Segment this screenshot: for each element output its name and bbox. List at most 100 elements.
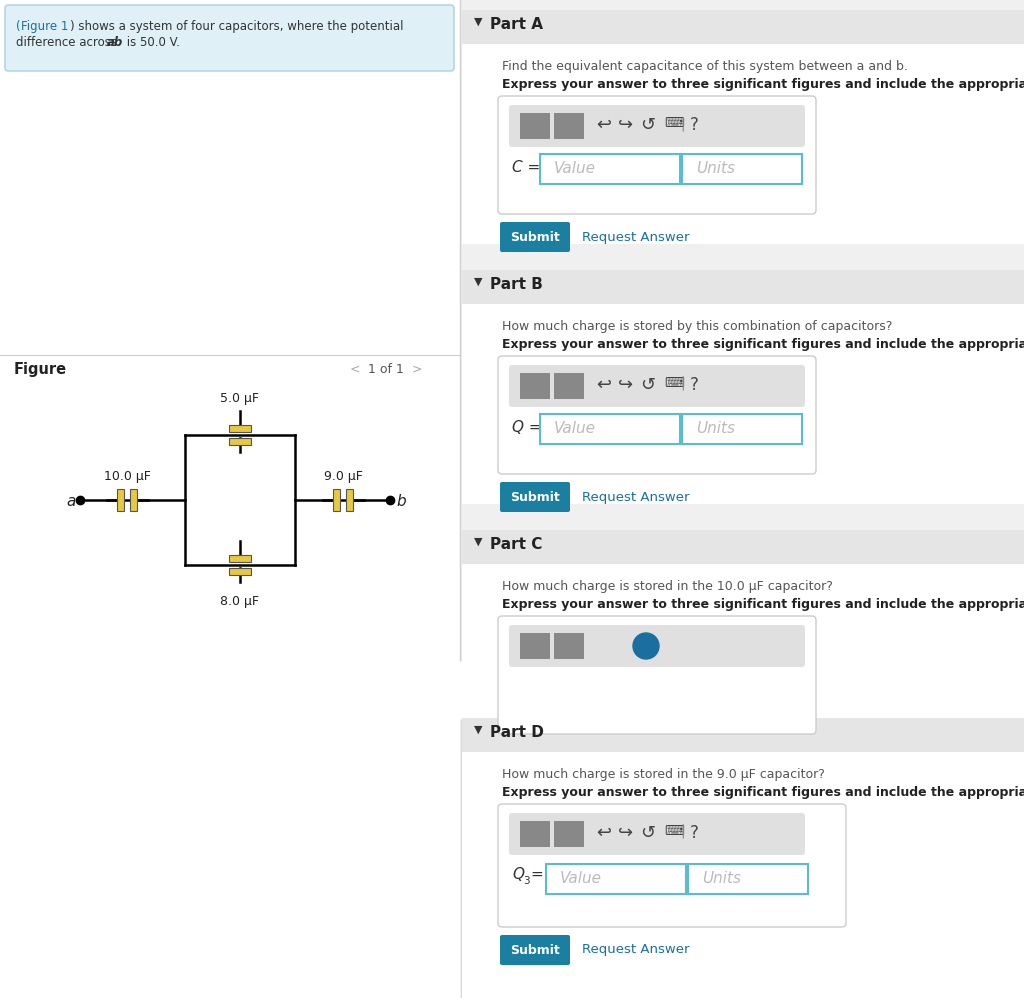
Bar (554, 113, 584, 139)
Text: Express your answer to three significant figures and include the appropriate uni: Express your answer to three significant… (502, 78, 1024, 91)
Bar (229, 438, 251, 445)
Text: Units: Units (696, 421, 735, 436)
Text: Value: Value (554, 161, 596, 176)
Text: >: > (412, 363, 423, 376)
Text: Express your answer to three significant figures and include the appropriate uni: Express your answer to three significant… (502, 598, 1024, 611)
Text: Part C: Part C (490, 537, 543, 552)
Text: ▼: ▼ (474, 17, 482, 27)
Bar (229, 568, 251, 575)
Bar (520, 113, 550, 139)
Bar (520, 633, 550, 659)
Text: =: = (530, 867, 543, 882)
Bar (462, 270, 1024, 304)
Bar (460, 0, 1024, 998)
Circle shape (633, 633, 659, 659)
Text: <: < (350, 363, 360, 376)
Bar (540, 414, 680, 444)
Text: Express your answer to three significant figures and include the appropriate uni: Express your answer to three significant… (502, 338, 1024, 351)
FancyBboxPatch shape (500, 935, 570, 965)
Text: ↩: ↩ (596, 824, 611, 842)
FancyBboxPatch shape (509, 813, 805, 855)
Bar (130, 489, 137, 511)
FancyBboxPatch shape (498, 616, 816, 734)
Text: Submit: Submit (510, 231, 560, 244)
Bar (540, 154, 680, 184)
Bar (0, 0, 460, 998)
Bar (520, 373, 550, 399)
Text: ▼: ▼ (474, 725, 482, 735)
Text: ⌨: ⌨ (664, 376, 684, 390)
FancyBboxPatch shape (498, 804, 846, 927)
Text: How much charge is stored in the 10.0 μF capacitor?: How much charge is stored in the 10.0 μF… (502, 580, 833, 593)
Text: ⌨: ⌨ (664, 824, 684, 838)
Text: Units: Units (696, 161, 735, 176)
Text: Submit: Submit (510, 943, 560, 956)
Bar (462, 718, 1024, 752)
Text: How much charge is stored by this combination of capacitors?: How much charge is stored by this combin… (502, 320, 892, 333)
Bar (117, 489, 124, 511)
FancyBboxPatch shape (509, 625, 805, 667)
Text: 5.0 μF: 5.0 μF (220, 392, 259, 405)
Text: ↪: ↪ (618, 116, 633, 134)
Text: Figure: Figure (14, 362, 68, 377)
Text: Value: Value (554, 421, 596, 436)
Text: Figure 1: Figure 1 (22, 20, 69, 33)
Text: Q =: Q = (512, 420, 542, 435)
Text: Express your answer to three significant figures and include the appropriate uni: Express your answer to three significant… (502, 786, 1024, 799)
FancyBboxPatch shape (500, 482, 570, 512)
Text: ?: ? (690, 824, 698, 842)
Text: b: b (396, 493, 406, 509)
Bar (682, 154, 802, 184)
Text: Value: Value (560, 871, 602, 886)
Text: (: ( (16, 20, 20, 33)
Text: |: | (680, 116, 685, 131)
Text: Part A: Part A (490, 17, 543, 32)
Text: difference across: difference across (16, 36, 121, 49)
Bar (462, 304, 1024, 504)
Text: Request Answer: Request Answer (582, 943, 689, 956)
FancyBboxPatch shape (5, 5, 454, 71)
Bar (546, 864, 686, 894)
Text: 1 of 1: 1 of 1 (368, 363, 403, 376)
Text: ▼: ▼ (474, 277, 482, 287)
Text: |: | (680, 376, 685, 390)
Text: ?: ? (690, 116, 698, 134)
Text: Submit: Submit (510, 490, 560, 504)
Bar (554, 821, 584, 847)
FancyBboxPatch shape (500, 222, 570, 252)
FancyBboxPatch shape (509, 105, 805, 147)
Text: ⌨: ⌨ (664, 116, 684, 130)
FancyBboxPatch shape (509, 365, 805, 407)
Bar (229, 555, 251, 562)
Text: Find the equivalent capacitance of this system between a and b.: Find the equivalent capacitance of this … (502, 60, 908, 73)
Text: ?: ? (690, 376, 698, 394)
Text: ↪: ↪ (618, 824, 633, 842)
Text: |: | (680, 824, 685, 838)
Text: a: a (66, 493, 76, 509)
Text: Request Answer: Request Answer (582, 231, 689, 244)
FancyBboxPatch shape (498, 96, 816, 214)
Bar (346, 489, 353, 511)
Bar (688, 864, 808, 894)
Text: ↺: ↺ (640, 376, 655, 394)
Bar (229, 425, 251, 432)
Text: Part D: Part D (490, 725, 544, 740)
Bar (462, 10, 1024, 44)
Text: Q: Q (512, 867, 524, 882)
Bar (333, 489, 340, 511)
Bar (462, 752, 1024, 998)
Bar (554, 633, 584, 659)
Text: ab: ab (106, 36, 123, 49)
Bar (520, 821, 550, 847)
Text: ↩: ↩ (596, 116, 611, 134)
Text: Part B: Part B (490, 277, 543, 292)
Text: 3: 3 (523, 876, 529, 886)
Text: C =: C = (512, 160, 541, 175)
Text: 9.0 μF: 9.0 μF (324, 470, 362, 483)
FancyBboxPatch shape (498, 356, 816, 474)
Bar (462, 530, 1024, 564)
Text: 8.0 μF: 8.0 μF (220, 595, 259, 608)
Text: ↺: ↺ (640, 824, 655, 842)
Bar (460, 662, 1024, 720)
Bar (462, 564, 1024, 684)
